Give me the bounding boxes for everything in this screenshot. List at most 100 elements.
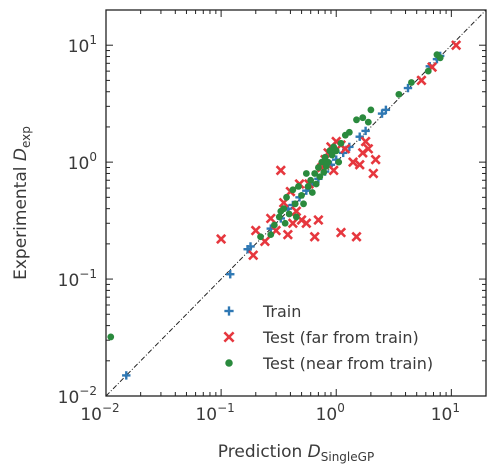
data-point-circle [335,158,343,166]
data-point-x [250,225,261,236]
legend: Train Test (far from train) Test (near f… [223,302,433,373]
data-point-x [287,218,298,229]
data-point-circle [307,176,315,184]
y-tick-label: 100 [68,150,97,174]
data-point-plus [403,83,413,93]
legend-item-test-near: Test (near from train) [225,354,433,373]
data-point-circle [225,359,233,367]
data-point-plus [224,306,234,316]
data-point-x [291,206,302,217]
data-point-circle [283,193,290,201]
y-tick-label: 10−1 [58,267,97,291]
data-point-x [265,213,276,224]
data-point-circle [107,333,115,341]
y-tick-label: 101 [68,33,97,57]
data-point-x [335,227,347,238]
y-axis-label-text: Experimental [11,167,31,280]
data-point-x [215,233,227,245]
data-point-circle [308,189,316,196]
data-point-x [347,157,359,168]
plot-frame [105,9,487,397]
x-axis-label-subscript: SingleGP [321,450,374,464]
data-point-x [360,136,371,147]
x-axis-label: Prediction DSingleGP [218,442,374,464]
data-point-plus [122,371,131,380]
data-point-circle [285,210,293,218]
data-point-x [313,214,324,226]
data-point-plus [246,242,255,251]
data-point-x [370,154,381,165]
data-point-circle [304,183,312,190]
data-point-circle [257,233,264,241]
data-point-x [368,168,379,179]
data-point-circle [353,116,360,124]
data-point-circle [302,170,310,177]
y-axis-label: Experimental Dexp [11,126,33,280]
data-point-circle [298,191,305,199]
x-tick-label: 100 [316,401,345,425]
data-point-circle [328,151,336,159]
legend-marker-train [224,306,234,316]
data-point-x [282,229,293,240]
data-point-circle [292,213,300,221]
data-point-x [309,231,320,242]
legend-marker-test-far [223,331,235,343]
data-point-circle [289,186,297,194]
data-point-circle [280,205,288,213]
data-point-x [354,159,365,170]
data-point-x [275,165,286,176]
data-point-circle [291,200,299,208]
data-point-x [450,40,462,51]
x-tick-label: 10−2 [80,401,119,425]
data-point-x [328,165,339,176]
data-point-plus [226,270,235,279]
data-point-circle [275,213,283,221]
data-point-circle [395,90,403,98]
data-point-circle [359,114,367,122]
legend-label-test-far: Test (far from train) [262,328,419,347]
data-point-x [248,250,259,261]
data-point-circle [321,153,329,161]
y-tick-label: 10−2 [58,384,97,408]
data-point-x [416,75,427,86]
legend-label-train: Train [262,302,301,321]
data-point-circle [316,173,324,181]
data-point-x [301,218,312,229]
legend-label-test-near: Test (near from train) [262,354,433,373]
data-point-plus [361,126,370,136]
data-point-circle [408,79,415,86]
data-point-circle [318,158,326,166]
y-axis-label-symbol: D [11,148,31,161]
data-point-x [363,143,374,154]
data-point-circle [424,67,432,75]
data-point-circle [267,231,275,239]
data-point-circle [320,168,328,176]
data-point-circle [332,147,340,155]
x-axis-label-text: Prediction [218,442,302,462]
legend-item-train: Train [224,302,301,321]
data-point-circle [281,219,289,227]
x-tick-label: 101 [431,401,460,425]
data-point-x [351,231,362,242]
data-point-circle [364,118,372,126]
x-axis-label-symbol: D [308,442,321,462]
x-tick-label: 10−1 [195,401,234,425]
data-point-circle [312,180,320,188]
legend-marker-test-near [225,359,233,367]
data-point-circle [314,164,322,171]
y-axis-label-subscript: exp [19,126,33,148]
data-point-circle [311,170,319,177]
data-point-circle [270,221,278,229]
data-point-plus [381,105,391,115]
data-point-circle [300,200,307,208]
data-point-circle [367,106,375,114]
legend-item-test-far: Test (far from train) [223,328,419,347]
data-point-circle [436,54,444,62]
data-point-circle [337,139,345,147]
data-point-x [223,331,235,343]
data-point-circle [324,158,332,166]
data-point-circle [295,183,302,190]
data-points [107,40,462,380]
data-point-circle [345,128,353,136]
